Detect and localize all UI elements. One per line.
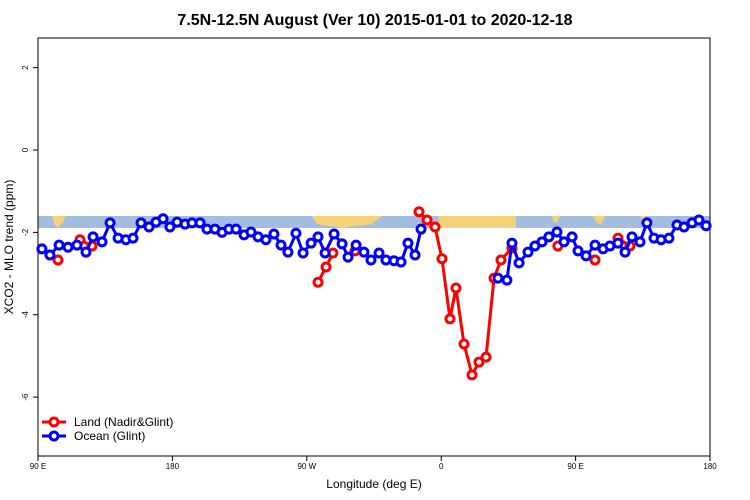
- point: [312, 276, 324, 288]
- point: [634, 236, 646, 248]
- point: [328, 228, 340, 240]
- point: [319, 247, 331, 259]
- point: [268, 228, 280, 240]
- point: [678, 221, 690, 233]
- point: [619, 246, 631, 258]
- point: [290, 227, 302, 239]
- legend-label: Land (Nadir&Glint): [74, 415, 173, 429]
- point: [36, 243, 48, 255]
- point: [305, 237, 317, 249]
- point: [458, 338, 470, 350]
- point: [80, 246, 92, 258]
- point: [194, 217, 206, 229]
- point: [71, 239, 83, 251]
- x-tick-label: 180: [703, 462, 717, 471]
- point: [473, 356, 485, 368]
- x-tick-label: 180: [166, 462, 180, 471]
- point: [429, 221, 441, 233]
- point: [480, 351, 492, 363]
- point: [395, 256, 407, 268]
- point: [536, 236, 548, 248]
- point: [580, 250, 592, 262]
- y-tick-label: -6: [21, 393, 30, 401]
- legend-label: Ocean (Glint): [74, 429, 145, 443]
- point: [700, 220, 712, 232]
- point: [513, 257, 525, 269]
- point: [365, 254, 377, 266]
- point: [282, 246, 294, 258]
- point: [336, 238, 348, 250]
- point: [572, 245, 584, 257]
- x-tick-label: 90 E: [30, 462, 46, 471]
- x-tick-label: 90 E: [567, 462, 583, 471]
- point: [312, 231, 324, 243]
- point: [506, 237, 518, 249]
- point: [626, 231, 638, 243]
- point: [164, 221, 176, 233]
- point: [566, 231, 578, 243]
- point: [402, 237, 414, 249]
- point: [260, 234, 272, 246]
- point: [558, 236, 570, 248]
- point: [551, 226, 563, 238]
- x-tick-label: 0: [439, 462, 444, 471]
- x-tick-label: 90 W: [297, 462, 316, 471]
- point: [495, 254, 507, 266]
- y-tick-label: -4: [21, 311, 30, 319]
- point: [413, 206, 425, 218]
- point: [127, 232, 139, 244]
- point: [143, 221, 155, 233]
- point: [230, 223, 242, 235]
- series-line: [417, 210, 514, 379]
- point: [492, 272, 504, 284]
- chart-title: 7.5N-12.5N August (Ver 10) 2015-01-01 to…: [177, 12, 572, 29]
- point: [501, 274, 513, 286]
- point: [589, 254, 601, 266]
- point: [358, 246, 370, 258]
- point: [44, 249, 56, 261]
- y-tick-label: 0: [21, 147, 30, 152]
- point: [245, 226, 257, 238]
- point: [342, 251, 354, 263]
- point: [421, 214, 433, 226]
- point: [87, 231, 99, 243]
- point: [135, 217, 147, 229]
- x-axis-label: Longitude (deg E): [326, 477, 421, 491]
- legend-marker: [48, 416, 60, 428]
- point: [373, 247, 385, 259]
- point: [52, 254, 64, 266]
- point: [612, 237, 624, 249]
- point: [320, 261, 332, 273]
- point: [62, 241, 74, 253]
- point: [522, 246, 534, 258]
- point: [663, 232, 675, 244]
- point: [436, 253, 448, 265]
- point: [450, 282, 462, 294]
- point: [543, 231, 555, 243]
- point: [409, 249, 421, 261]
- y-axis-label: XCO2 - MLO trend (ppm): [2, 180, 16, 315]
- point: [693, 214, 705, 226]
- point: [350, 239, 362, 251]
- point: [415, 223, 427, 235]
- point: [466, 369, 478, 381]
- point: [275, 239, 287, 251]
- legend-marker: [48, 430, 60, 442]
- point: [641, 217, 653, 229]
- point: [297, 247, 309, 259]
- y-tick-label: 2: [21, 65, 30, 70]
- point: [104, 217, 116, 229]
- point: [157, 213, 169, 225]
- point: [53, 239, 65, 251]
- y-tick-label: -2: [21, 228, 30, 236]
- point: [444, 313, 456, 325]
- point: [96, 236, 108, 248]
